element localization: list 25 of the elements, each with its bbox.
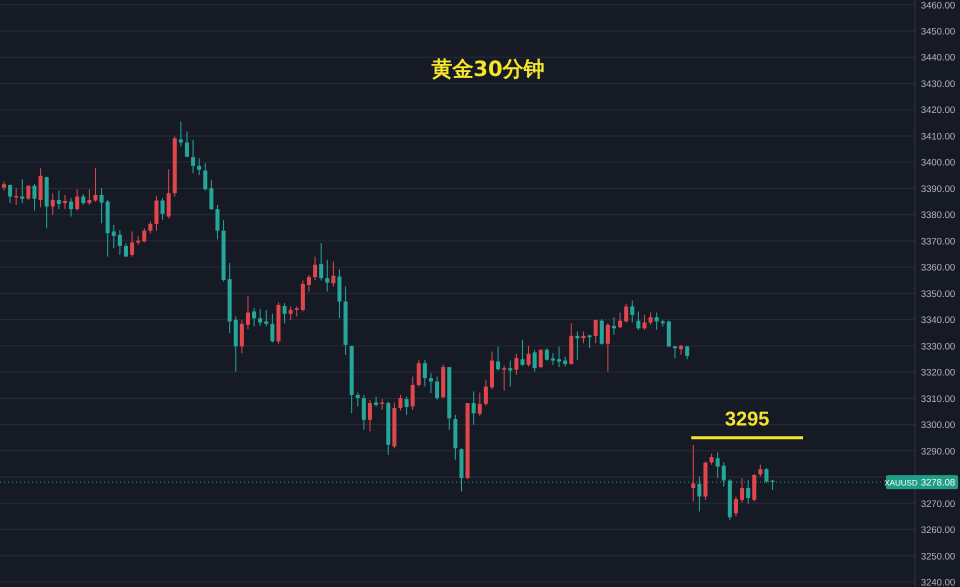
y-tick-label: 3250.00 bbox=[920, 551, 956, 562]
y-tick-label: 3420.00 bbox=[920, 105, 956, 116]
ref-line: 3295 bbox=[691, 408, 804, 440]
y-tick-label: 3370.00 bbox=[920, 236, 956, 248]
y-tick-label: 3360.00 bbox=[920, 262, 956, 274]
y-tick-label: 3440.00 bbox=[920, 52, 956, 64]
y-tick-label: 3450.00 bbox=[920, 26, 956, 38]
y-tick-label: 3390.00 bbox=[920, 184, 956, 195]
y-tick-label: 3290.00 bbox=[920, 446, 956, 458]
ref-line-label: 3295 bbox=[724, 408, 770, 431]
y-tick-label: 3320.00 bbox=[920, 368, 956, 379]
y-tick-label: 3300.00 bbox=[920, 420, 956, 432]
y-tick-label: 3340.00 bbox=[920, 315, 956, 326]
y-tick-label: 3270.00 bbox=[920, 498, 956, 510]
y-tick-label: 3350.00 bbox=[920, 288, 956, 300]
y-tick-label: 3380.00 bbox=[920, 210, 956, 222]
y-tick-label: 3410.00 bbox=[920, 131, 956, 142]
y-tick-label: 3260.00 bbox=[920, 525, 956, 536]
y-tick-label: 3400.00 bbox=[920, 158, 956, 169]
y-tick-label: 3310.00 bbox=[920, 394, 956, 405]
y-tick-label: 3330.00 bbox=[920, 341, 956, 352]
y-tick-label: 3240.00 bbox=[920, 578, 956, 587]
y-tick-label: 3460.00 bbox=[920, 0, 956, 12]
y-tick-label: 3430.00 bbox=[920, 78, 956, 90]
text: 黄金30分钟 bbox=[430, 57, 545, 81]
